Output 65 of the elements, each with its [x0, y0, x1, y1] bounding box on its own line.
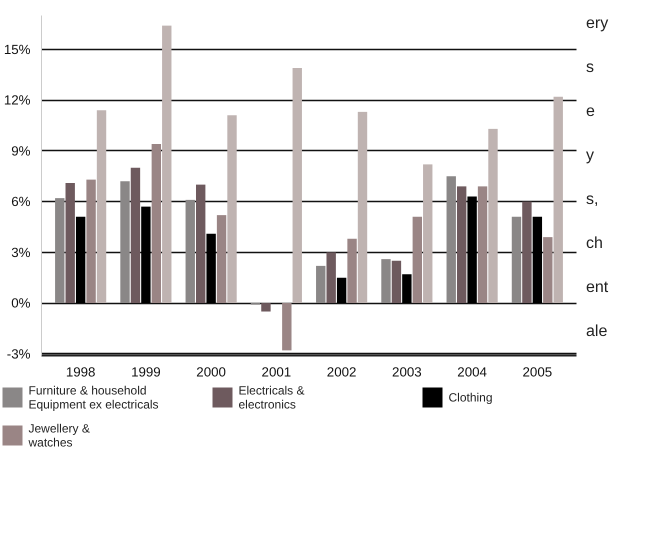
bar	[358, 112, 368, 304]
bar	[316, 266, 326, 304]
bar	[86, 180, 96, 304]
bar	[55, 198, 64, 304]
bar	[261, 303, 271, 312]
bar	[120, 181, 130, 304]
text: s	[586, 58, 595, 78]
x-tick-label: 2004	[457, 364, 488, 380]
bar	[162, 26, 172, 304]
x-tick-label: 2005	[522, 364, 552, 380]
y-tick-label: 15%	[4, 42, 31, 57]
bar	[141, 206, 151, 304]
bar	[282, 303, 292, 350]
y-tick-label: 6%	[11, 194, 31, 210]
legend-label: Clothing	[448, 390, 493, 404]
bar	[227, 115, 237, 304]
x-tick-label: 1999	[131, 364, 161, 380]
bar	[456, 186, 466, 304]
y-tick-label: 12%	[4, 92, 31, 108]
bar	[347, 238, 357, 304]
x-tick-label: 2002	[326, 364, 356, 380]
text: ent	[586, 278, 608, 298]
bar	[488, 128, 498, 304]
text: e	[586, 102, 596, 122]
legend-label: Electricals & electronics	[238, 384, 305, 412]
x-tick-label: 2000	[196, 364, 226, 380]
bar	[392, 260, 402, 304]
bar	[446, 176, 456, 304]
bar	[543, 237, 552, 304]
x-tick-label: 1998	[66, 364, 96, 380]
bar	[467, 196, 477, 304]
bar	[216, 215, 226, 304]
bar	[326, 252, 336, 304]
bar	[206, 234, 216, 304]
bar	[381, 259, 391, 304]
legend-label: Jewellery & watches	[28, 422, 90, 450]
bar	[152, 144, 162, 304]
bar	[336, 278, 346, 304]
y-tick-label: 0%	[11, 296, 31, 311]
bar	[554, 96, 563, 304]
legend-label: Furniture & household Equipment ex electricals	[28, 384, 159, 412]
text: s,	[586, 190, 600, 210]
x-tick-label: 2003	[392, 364, 422, 380]
bar	[76, 216, 86, 304]
x-tick-label: 2001	[262, 364, 292, 380]
y-tick-label: 3%	[11, 244, 31, 260]
y-tick-label: -3%	[6, 346, 31, 362]
bar	[196, 184, 206, 304]
bar	[130, 168, 140, 304]
text: ch	[586, 234, 604, 254]
bar	[66, 182, 75, 304]
bar	[402, 274, 412, 304]
bar	[512, 216, 522, 304]
bar	[292, 68, 302, 304]
bar	[412, 216, 422, 304]
text: ale	[586, 322, 608, 342]
y-tick-label: 9%	[11, 143, 31, 158]
bar	[522, 202, 532, 304]
bar	[532, 216, 542, 304]
bar	[186, 200, 195, 304]
bar	[96, 110, 106, 304]
bar	[478, 186, 488, 304]
text: ery	[586, 14, 608, 34]
bar	[423, 164, 432, 304]
text: y	[586, 146, 595, 166]
